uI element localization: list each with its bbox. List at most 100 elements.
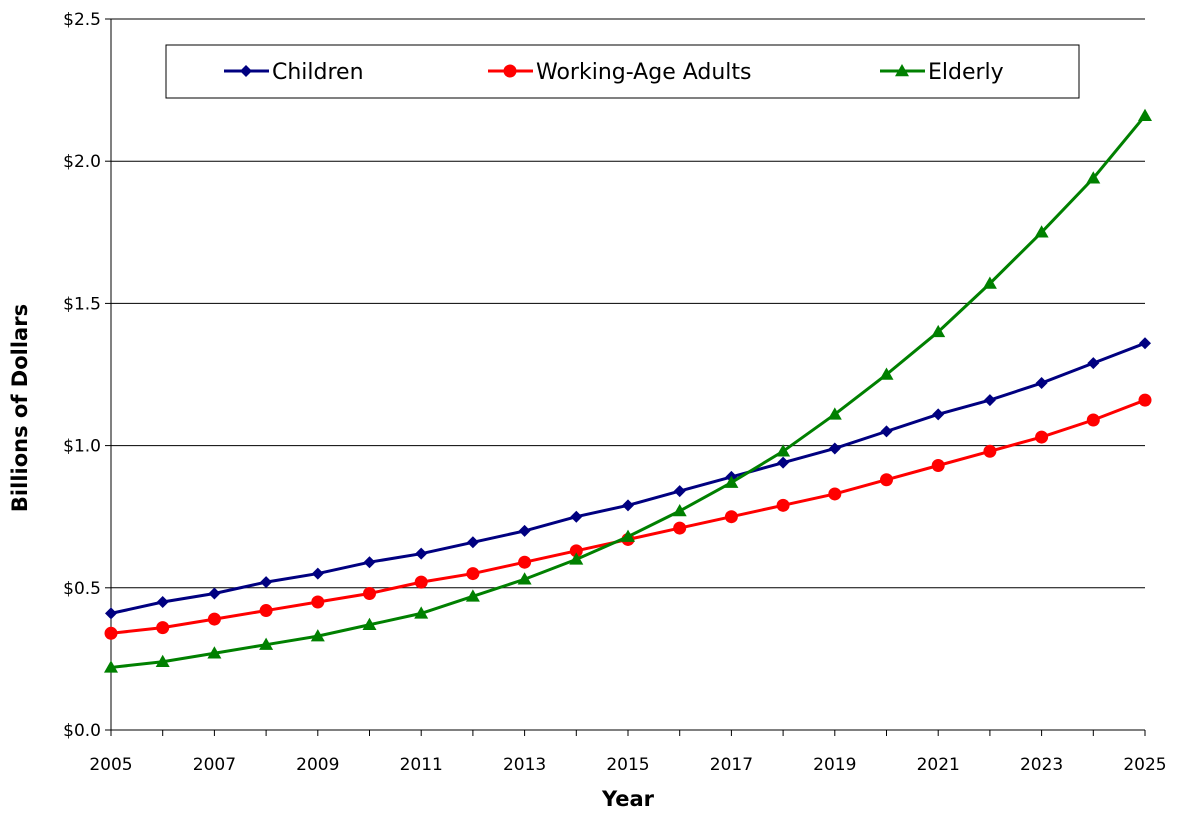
- legend-marker: [503, 64, 517, 78]
- data-point: [1035, 377, 1048, 390]
- data-point: [311, 567, 324, 580]
- x-axis-title: Year: [601, 787, 655, 811]
- data-point: [983, 394, 996, 407]
- data-point: [259, 637, 274, 650]
- legend-label: Children: [272, 60, 364, 85]
- data-point: [1139, 337, 1151, 350]
- y-tick-label: $2.5: [63, 10, 101, 30]
- data-point: [363, 586, 376, 600]
- y-tick-label: $2.0: [63, 152, 101, 172]
- data-point: [828, 487, 842, 501]
- data-point: [105, 607, 117, 620]
- y-tick-label: $0.5: [63, 579, 101, 599]
- data-point: [982, 276, 997, 289]
- data-point: [1138, 393, 1152, 407]
- data-point: [931, 459, 945, 473]
- series-working-age-adults: [104, 393, 1152, 640]
- data-point: [983, 444, 997, 458]
- x-tick-label: 2017: [710, 755, 753, 775]
- data-point: [570, 510, 583, 523]
- y-axis-title: Billions of Dollars: [8, 304, 32, 512]
- data-point: [672, 504, 687, 517]
- legend-marker: [895, 64, 909, 77]
- y-tick-label: $1.0: [63, 437, 101, 457]
- legend-label: Working-Age Adults: [536, 60, 752, 85]
- data-point: [518, 524, 531, 537]
- data-point: [724, 510, 738, 524]
- legend-item: Elderly: [880, 60, 1004, 85]
- data-point: [363, 556, 376, 569]
- data-point: [569, 552, 584, 565]
- data-point: [414, 575, 428, 589]
- data-point: [517, 572, 532, 585]
- legend-item: Children: [224, 60, 364, 85]
- series-layer: [104, 108, 1152, 673]
- data-point: [1138, 108, 1152, 121]
- legend-label: Elderly: [928, 60, 1004, 85]
- x-tick-label: 2011: [400, 755, 443, 775]
- data-point: [156, 596, 169, 609]
- data-point: [1034, 225, 1049, 238]
- legend-marker: [240, 65, 252, 77]
- data-point: [311, 595, 325, 609]
- data-point: [724, 475, 739, 488]
- data-point: [1035, 430, 1049, 444]
- data-point: [208, 587, 221, 600]
- data-point: [673, 485, 686, 498]
- data-point: [776, 444, 791, 457]
- series-children: [105, 337, 1151, 620]
- data-point: [880, 473, 893, 487]
- data-point: [621, 529, 635, 542]
- data-point: [465, 589, 480, 602]
- y-tick-label: $1.5: [63, 294, 101, 314]
- data-point: [310, 629, 325, 642]
- data-point: [569, 544, 583, 558]
- y-tick-labels: $0.0 $0.5 $1.0 $1.5 $2.0 $2.5: [63, 10, 101, 741]
- data-point: [207, 646, 222, 659]
- x-tick-label: 2025: [1123, 755, 1166, 775]
- data-point: [362, 617, 377, 631]
- series-elderly: [104, 108, 1152, 673]
- series-line: [110, 398, 1146, 635]
- data-point: [673, 521, 687, 535]
- x-tick-label: 2019: [813, 755, 856, 775]
- data-point: [259, 604, 273, 618]
- data-point: [260, 576, 273, 589]
- data-point: [1086, 413, 1100, 427]
- data-point: [156, 621, 170, 635]
- data-point: [104, 660, 118, 673]
- x-tick-label: 2007: [193, 755, 236, 775]
- series-line: [110, 341, 1146, 615]
- x-tick-label: 2015: [606, 755, 649, 775]
- data-point: [104, 626, 118, 640]
- y-tick-label: $0.0: [63, 721, 101, 741]
- x-tick-label: 2005: [89, 755, 132, 775]
- axes: [105, 18, 1146, 736]
- data-point: [879, 367, 894, 380]
- legend: Children Working-Age Adults Elderly: [165, 44, 1080, 99]
- data-point: [466, 536, 479, 549]
- data-point: [828, 442, 841, 455]
- x-tick-label: 2009: [296, 755, 339, 775]
- data-point: [414, 606, 429, 619]
- data-point: [777, 456, 790, 469]
- data-point: [1086, 171, 1101, 184]
- x-tick-label: 2013: [503, 755, 546, 775]
- gridlines: [111, 18, 1145, 589]
- legend-item: Working-Age Adults: [488, 60, 752, 85]
- data-point: [207, 612, 221, 626]
- x-tick-labels: 2005 2007 2009 2011 2013 2015 2017 2019 2021 2023…: [89, 755, 1166, 775]
- x-tick-label: 2021: [917, 755, 960, 775]
- data-point: [1087, 357, 1100, 370]
- data-point: [622, 499, 634, 512]
- data-point: [931, 324, 946, 338]
- data-point: [827, 407, 842, 420]
- data-point: [776, 498, 790, 512]
- data-point: [880, 425, 893, 438]
- data-point: [518, 555, 532, 569]
- data-point: [466, 567, 480, 581]
- x-tick-label: 2023: [1020, 755, 1063, 775]
- data-point: [415, 547, 428, 560]
- legend-box: [165, 44, 1080, 99]
